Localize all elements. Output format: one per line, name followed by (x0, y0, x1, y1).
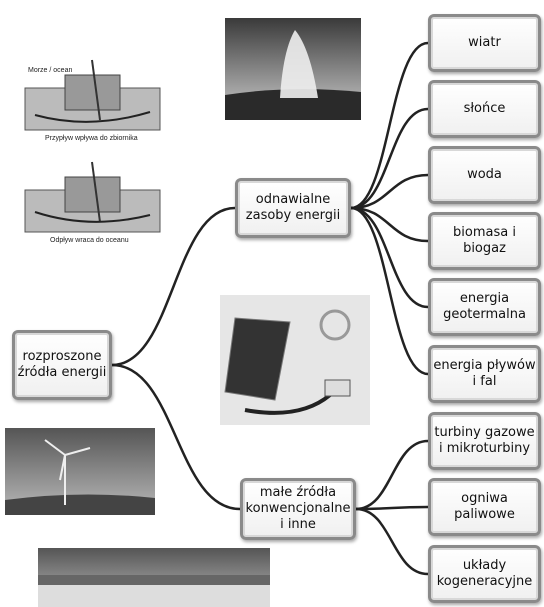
solar-panel-image (220, 295, 370, 425)
connector (356, 441, 428, 509)
mind-map: Morze / ocean Przypływ wpływa do zbiornik… (0, 0, 544, 607)
leaf-node: układy kogeneracyjne (428, 545, 541, 603)
connector (356, 509, 428, 574)
leaf-node: energia pływów i fal (428, 345, 541, 403)
branch-node: odnawialne zasoby energii (235, 178, 351, 238)
branch-node: małe źródła konwencjonalne i inne (240, 478, 356, 540)
leaf-node: wiatr (428, 14, 541, 72)
dam-photo (38, 548, 270, 607)
tidal-diagram-out (25, 162, 160, 232)
sea-label: Morze / ocean (28, 67, 72, 74)
geyser-photo (225, 18, 361, 120)
leaf-node: turbiny gazowe i mikroturbiny (428, 412, 541, 470)
leaf-node: energia geotermalna (428, 278, 541, 336)
leaf-node: słońce (428, 80, 541, 138)
leaf-node: biomasa i biogaz (428, 212, 541, 270)
outflow-caption: Odpływ wraca do oceanu (50, 237, 129, 244)
root-node: rozproszone źródła energii (12, 330, 112, 400)
inflow-caption: Przypływ wpływa do zbiornika (45, 135, 138, 142)
wind-farm-photo (5, 428, 155, 515)
leaf-node: woda (428, 146, 541, 204)
leaf-node: ogniwa paliwowe (428, 478, 541, 536)
connector (351, 43, 428, 208)
